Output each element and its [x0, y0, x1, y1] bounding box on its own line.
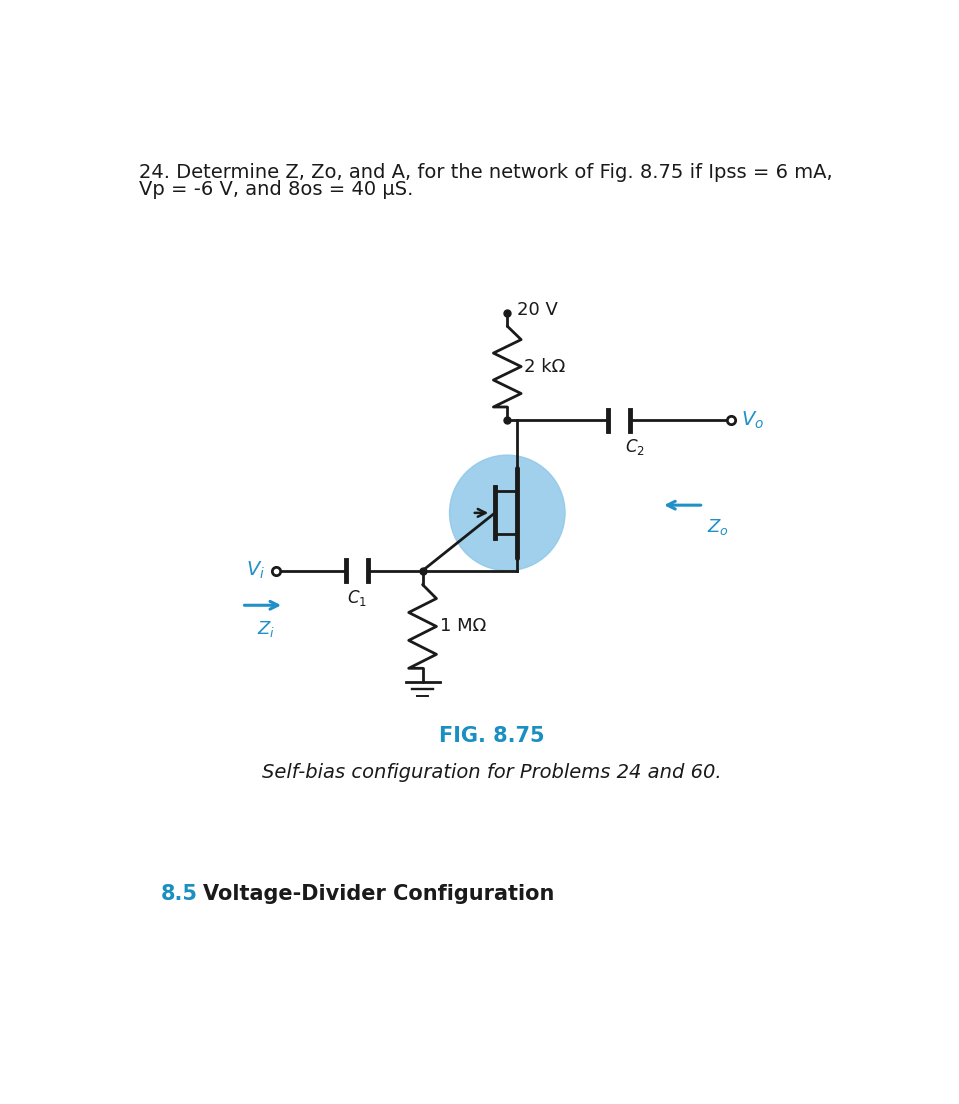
Text: $Z_i$: $Z_i$: [257, 619, 275, 639]
Circle shape: [450, 455, 565, 571]
Text: FIG. 8.75: FIG. 8.75: [439, 726, 545, 746]
Text: $Z_o$: $Z_o$: [708, 517, 730, 537]
Text: 24. Determine Z, Zo, and A, for the network of Fig. 8.75 if Ipss = 6 mA,: 24. Determine Z, Zo, and A, for the netw…: [139, 162, 832, 181]
Text: $V_o$: $V_o$: [741, 410, 764, 431]
Text: $V_i$: $V_i$: [246, 560, 266, 582]
Text: $C_1$: $C_1$: [347, 587, 367, 607]
Text: 2 kΩ: 2 kΩ: [525, 358, 566, 375]
Text: Self-bias configuration for Problems 24 and 60.: Self-bias configuration for Problems 24 …: [262, 763, 722, 782]
Text: Vp = -6 V, and 8os = 40 μS.: Vp = -6 V, and 8os = 40 μS.: [139, 180, 413, 199]
Text: Voltage-Divider Configuration: Voltage-Divider Configuration: [203, 884, 554, 904]
Text: 20 V: 20 V: [517, 301, 557, 319]
Text: 1 MΩ: 1 MΩ: [439, 617, 486, 636]
Text: 8.5: 8.5: [161, 884, 198, 904]
Text: $C_2$: $C_2$: [625, 437, 645, 457]
